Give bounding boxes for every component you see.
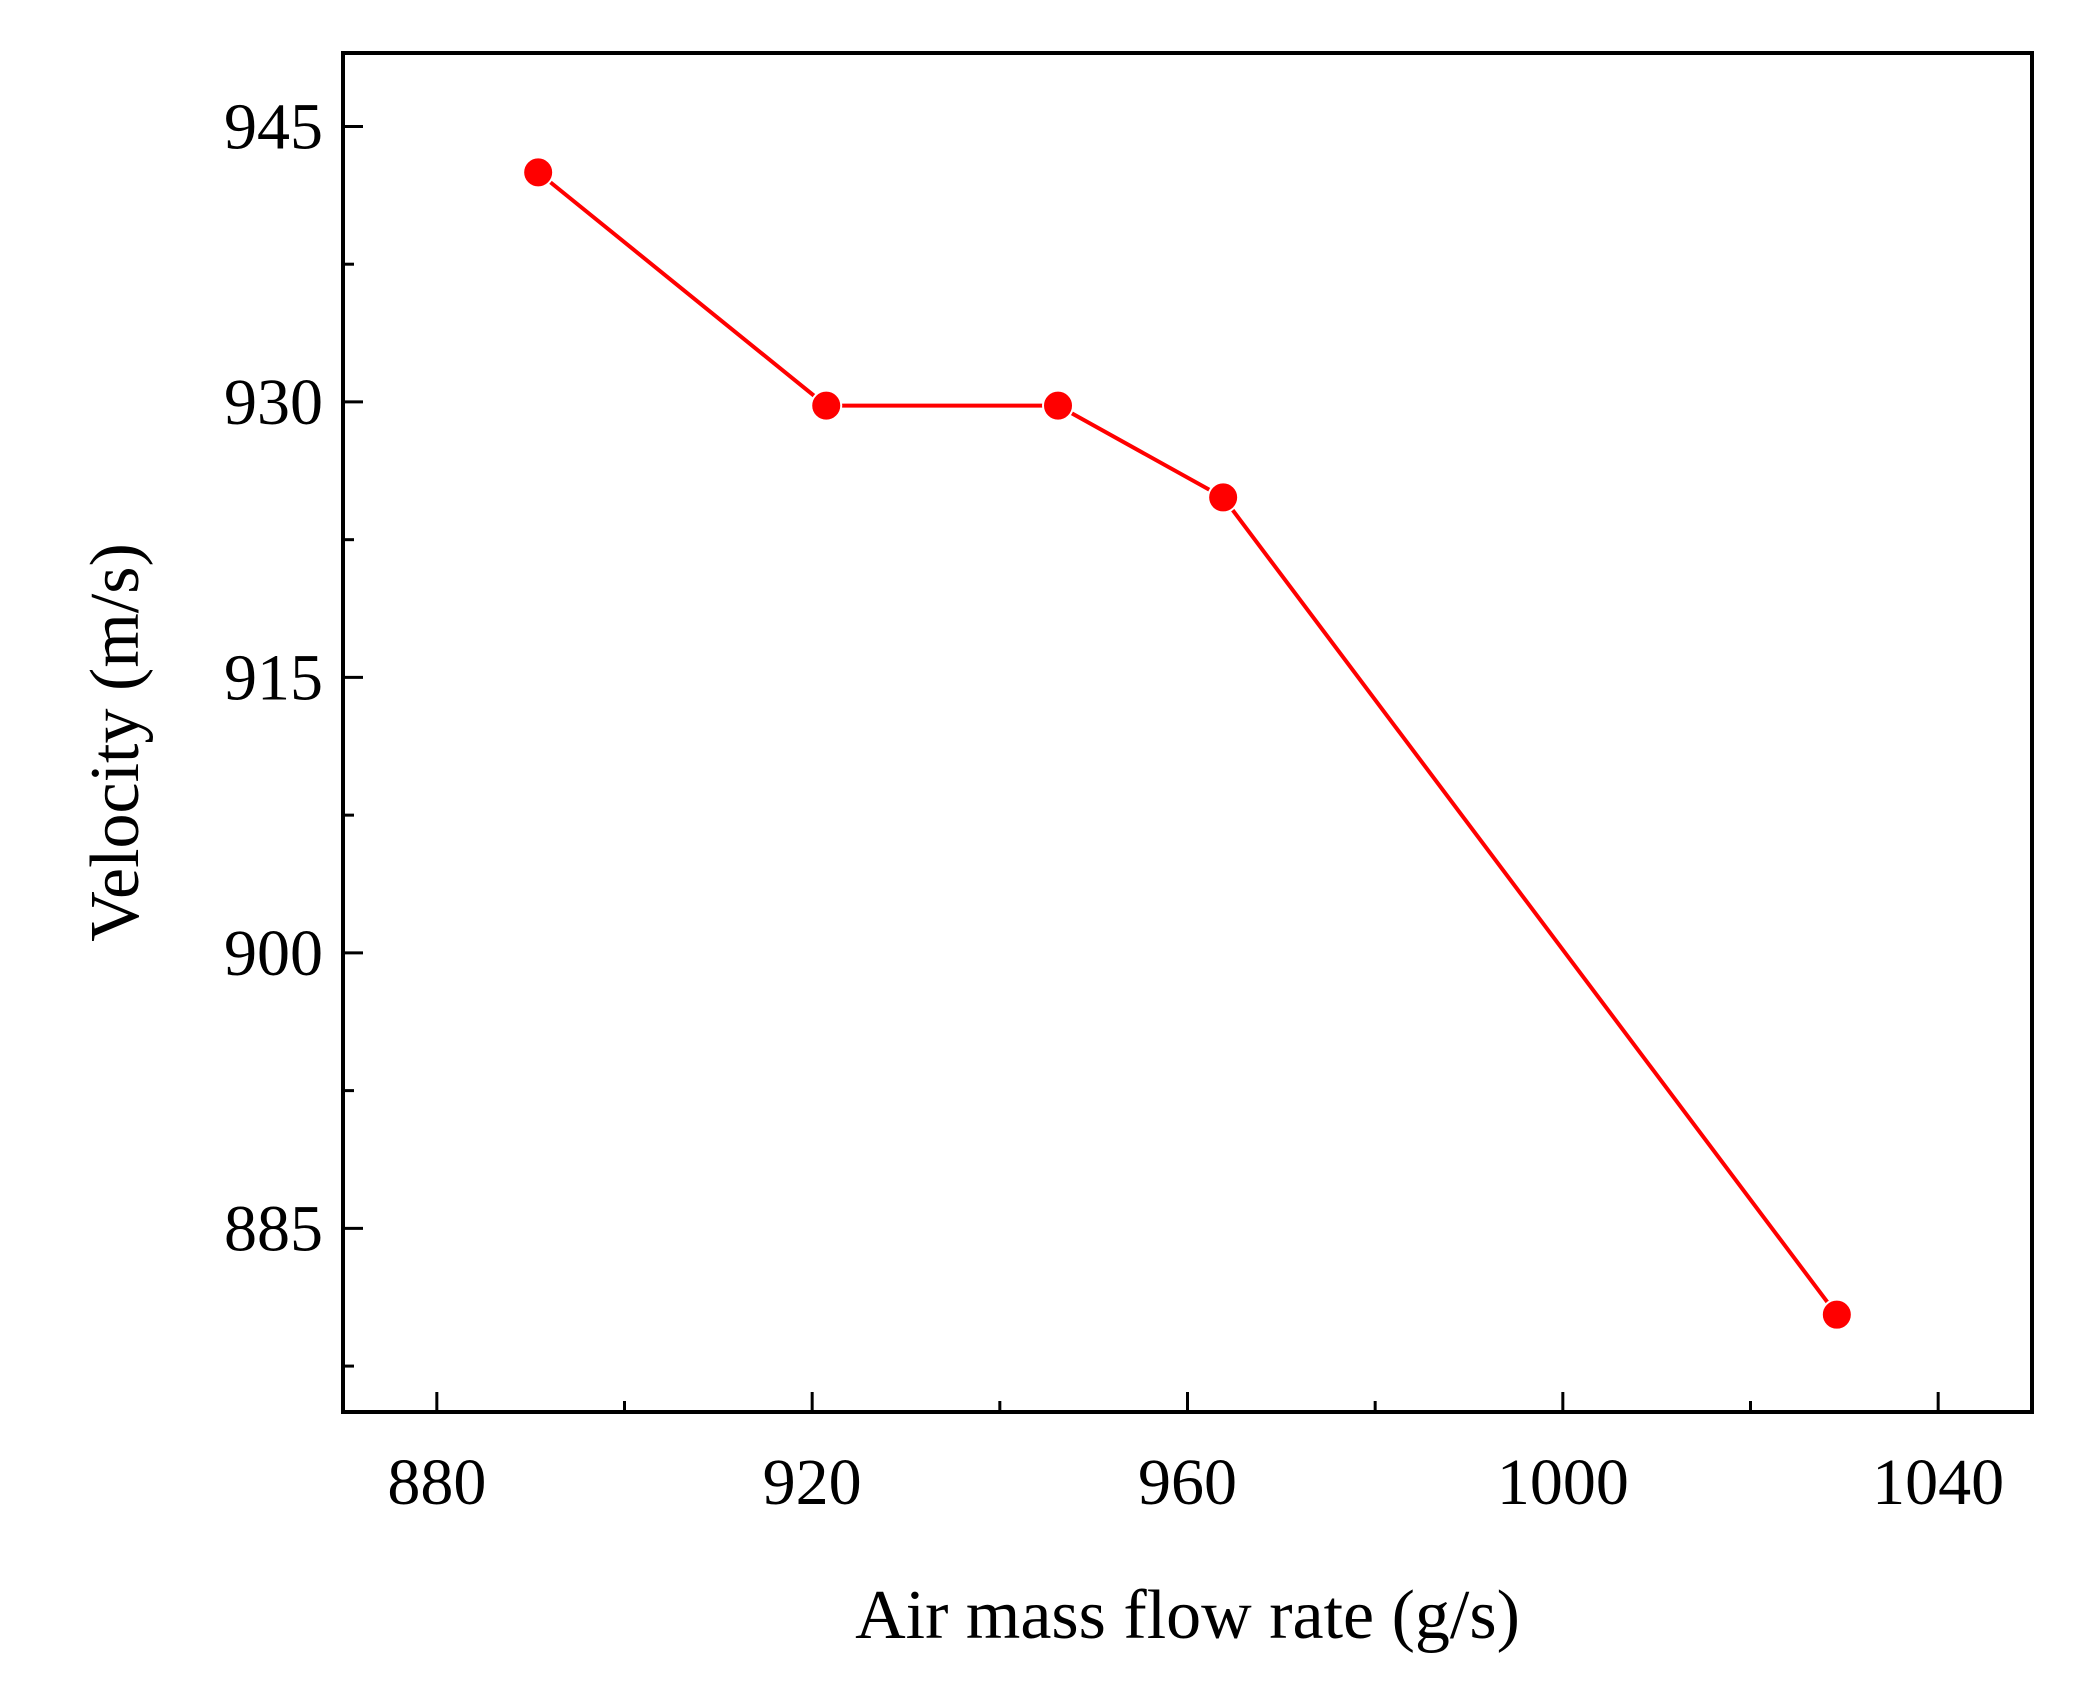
series-line: [536, 170, 1839, 1316]
y-tick-label: 885: [224, 1192, 323, 1265]
plot-frame: [341, 51, 2034, 1414]
x-axis-ticks: 880 920 960 1000 1040: [387, 1392, 2004, 1519]
y-tick-label: 900: [224, 917, 323, 990]
x-tick-label: 960: [1138, 1446, 1237, 1519]
data-point: [1820, 1298, 1853, 1331]
x-tick-label: 920: [763, 1446, 862, 1519]
data-point: [1207, 481, 1240, 514]
x-tick-label: 1000: [1497, 1446, 1629, 1519]
x-tick-label: 1040: [1872, 1446, 2004, 1519]
series-layer: [522, 156, 1853, 1331]
y-tick-label: 945: [224, 90, 323, 163]
data-point: [810, 389, 843, 422]
x-axis-title: Air mass flow rate (g/s): [855, 1577, 1520, 1654]
data-point: [522, 156, 555, 189]
data-point: [1042, 389, 1075, 422]
y-tick-label: 930: [224, 366, 323, 439]
y-axis-ticks: 885 900 915 930 945: [224, 90, 363, 1368]
y-axis-title: Velocity (m/s): [77, 543, 154, 942]
y-tick-label: 915: [224, 641, 323, 714]
x-tick-label: 880: [387, 1446, 486, 1519]
